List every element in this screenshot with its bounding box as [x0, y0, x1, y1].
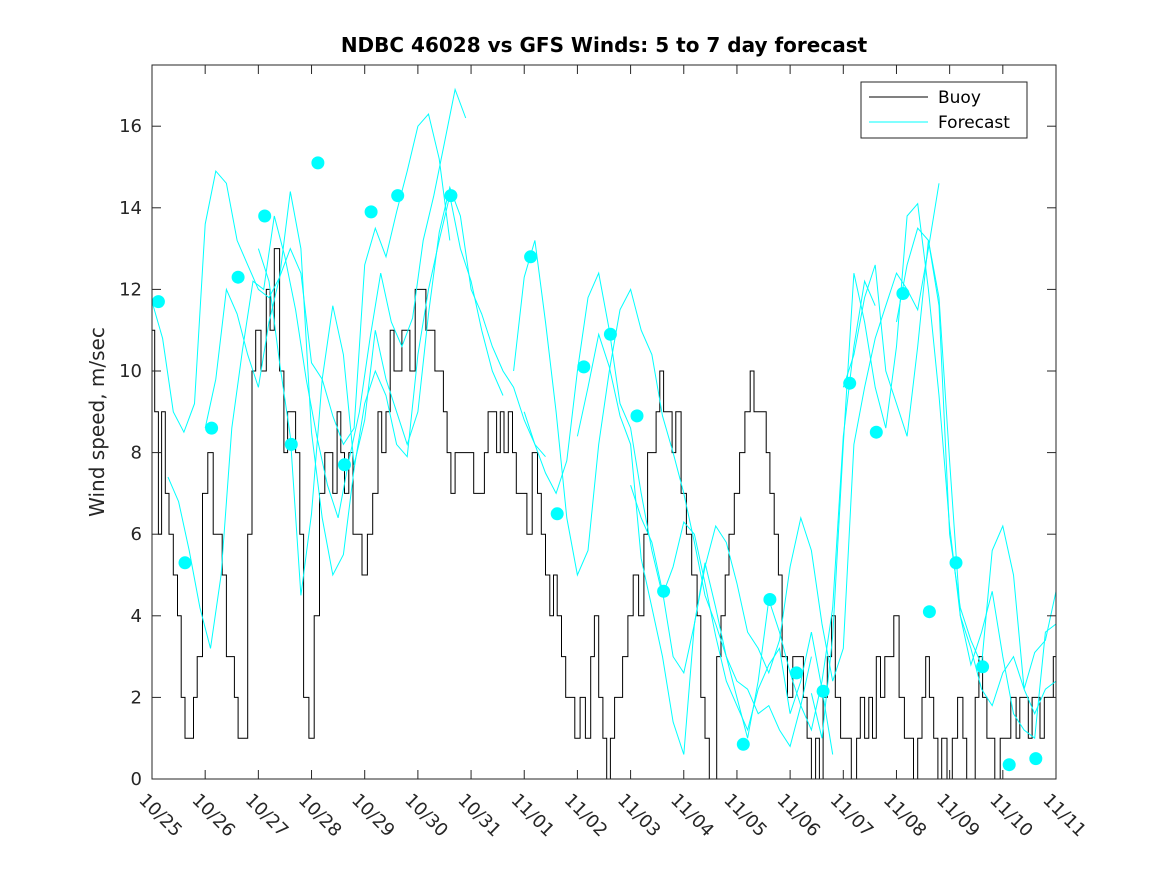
y-tick-label: 6: [131, 524, 142, 545]
legend: Buoy Forecast: [860, 81, 1028, 139]
forecast-line-7: [630, 183, 940, 682]
forecast-marker-5: [284, 437, 298, 451]
forecast-marker-17: [736, 737, 750, 751]
y-tick-label: 0: [131, 769, 142, 790]
legend-box: [860, 81, 1028, 139]
forecast-marker-18: [763, 593, 777, 606]
forecast-marker-1: [178, 556, 192, 570]
chart-title: NDBC 46028 vs GFS Winds: 5 to 7 day fore…: [341, 33, 868, 57]
forecast-marker-0: [151, 295, 165, 309]
forecast-line-9: [842, 240, 1057, 690]
y-axis-label: Wind speed, m/sec: [85, 327, 109, 517]
forecast-marker-28: [1029, 752, 1043, 766]
forecast-line-8: [810, 202, 1057, 739]
forecast-marker-19: [790, 666, 803, 680]
forecast-marker-22: [869, 425, 883, 439]
forecast-line-4: [513, 240, 812, 748]
forecast-line-10: [896, 227, 1057, 740]
forecast-line-5: [523, 271, 834, 755]
y-tick-label: 14: [119, 198, 142, 219]
forecast-line-1: [167, 87, 467, 649]
y-tick-label: 8: [131, 443, 142, 464]
forecast-marker-25: [949, 556, 963, 570]
forecast-marker-2: [205, 421, 219, 435]
forecast-line-3: [257, 185, 546, 596]
forecast-marker-3: [231, 270, 245, 284]
forecast-series: [151, 87, 1057, 755]
forecast-marker-26: [976, 660, 990, 674]
forecast-marker-9: [391, 189, 405, 203]
forecast-marker-21: [843, 376, 857, 390]
forecast-marker-15: [630, 409, 644, 423]
y-tick-label: 2: [131, 687, 142, 708]
y-tick-label: 16: [119, 116, 142, 137]
forecast-marker-6: [311, 156, 325, 170]
y-tick-label: 4: [131, 606, 142, 627]
forecast-line-2: [204, 191, 504, 577]
forecast-marker-27: [1002, 758, 1016, 772]
plot-frame: [151, 64, 1057, 780]
legend-buoy-label: Buoy: [938, 88, 981, 108]
forecast-marker-13: [577, 360, 591, 374]
y-axis: 0 2 4 6 8 10 12 14 16: [119, 116, 1056, 790]
forecast-marker-10: [444, 189, 458, 203]
forecast-marker-14: [603, 327, 617, 341]
plot-area: [152, 65, 1056, 779]
forecast-markers: [151, 156, 1043, 772]
legend-forecast-label: Forecast: [938, 113, 1010, 133]
forecast-marker-23: [896, 287, 910, 300]
forecast-marker-16: [657, 584, 671, 598]
forecast-marker-8: [364, 205, 378, 219]
forecast-marker-4: [258, 209, 272, 223]
y-tick-label: 10: [119, 361, 142, 382]
forecast-marker-12: [550, 507, 564, 521]
forecast-marker-7: [338, 458, 351, 472]
forecast-line-6: [576, 279, 876, 755]
forecast-marker-24: [922, 605, 936, 619]
forecast-marker-20: [816, 684, 830, 698]
y-tick-label: 12: [119, 279, 142, 300]
forecast-marker-11: [524, 250, 538, 264]
